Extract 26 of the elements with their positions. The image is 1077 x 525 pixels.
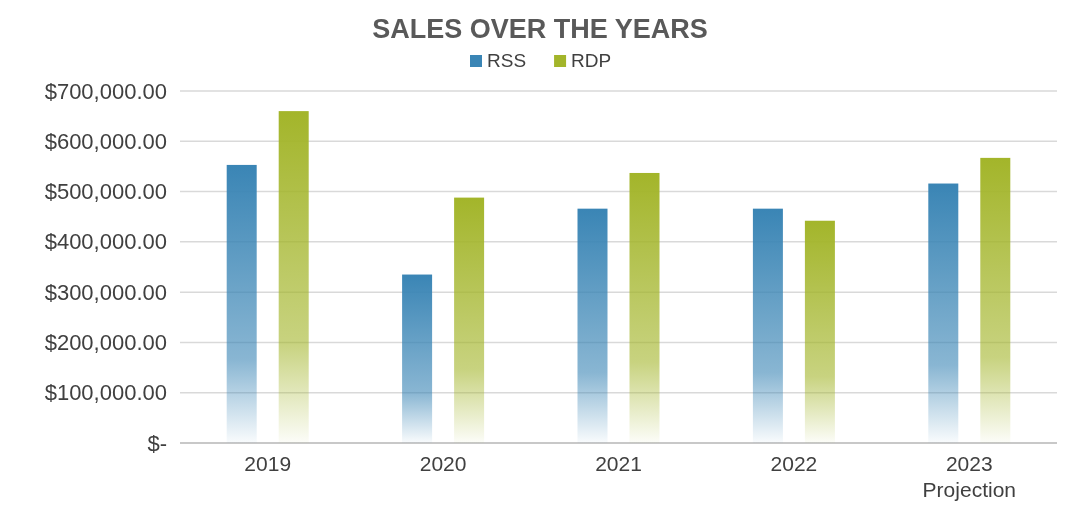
bar bbox=[804, 220, 835, 443]
x-tick-label: 2023 Projection bbox=[922, 452, 1016, 502]
bar bbox=[577, 208, 608, 443]
x-tick-label: 2020 bbox=[419, 452, 467, 476]
bar bbox=[402, 274, 433, 443]
y-tick-label: $300,000.00 bbox=[44, 279, 167, 305]
bar bbox=[752, 208, 783, 443]
y-tick-label: $700,000.00 bbox=[44, 78, 167, 104]
y-tick-label: $400,000.00 bbox=[44, 229, 167, 255]
bar bbox=[226, 164, 257, 443]
bar bbox=[928, 183, 959, 443]
y-tick-label: $600,000.00 bbox=[44, 128, 167, 154]
y-tick-label: $100,000.00 bbox=[44, 380, 167, 406]
x-tick-label: 2019 bbox=[244, 452, 292, 476]
chart-title: SALES OVER THE YEARS bbox=[372, 14, 708, 44]
x-tick-label: 2022 bbox=[770, 452, 818, 476]
legend-label: RDP bbox=[571, 50, 612, 71]
bar bbox=[629, 172, 660, 443]
legend-label: RSS bbox=[487, 50, 527, 71]
bar bbox=[278, 111, 309, 443]
y-tick-label: $- bbox=[147, 430, 167, 456]
bar bbox=[980, 157, 1011, 443]
y-tick-label: $500,000.00 bbox=[44, 179, 167, 205]
x-tick-label: 2021 bbox=[595, 452, 642, 476]
y-tick-label: $200,000.00 bbox=[44, 329, 167, 355]
bar bbox=[454, 197, 485, 443]
